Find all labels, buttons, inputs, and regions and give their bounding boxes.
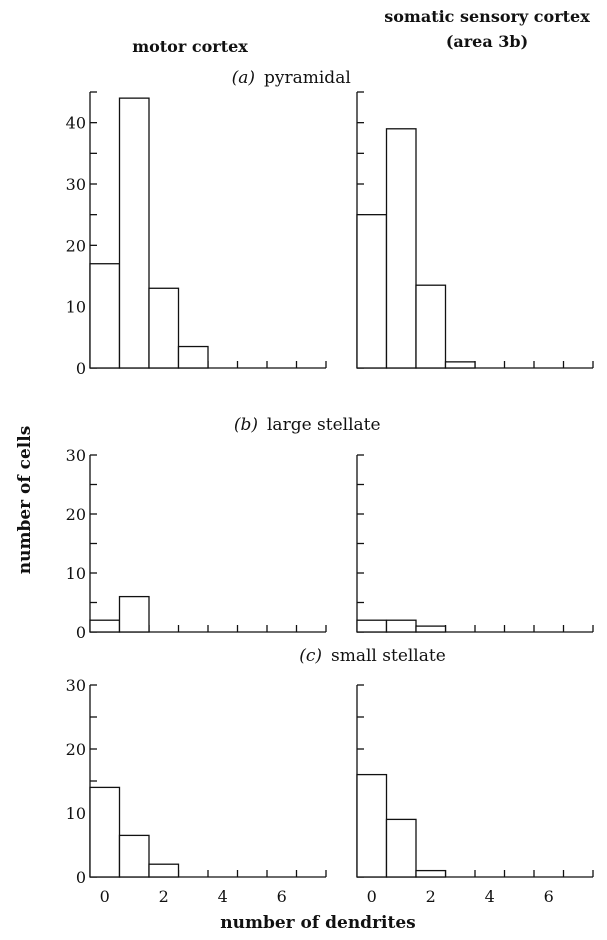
y-tick-label-pyramidal-motor-10: 10 [66,298,86,317]
y-tick-label-small-stellate-motor-10: 10 [66,804,86,823]
y-tick-label-small-stellate-motor-20: 20 [66,740,86,759]
x-tick-label-small-stellate-somatic-4: 4 [485,887,495,906]
bar-large-stellate-somatic-bin-2 [415,625,447,633]
bar-small-stellate-motor-bin-0 [89,786,121,878]
row-title-pyramidal: (a) pyramidal [232,68,351,88]
bar-large-stellate-somatic-bin-1 [385,619,417,633]
y-tick-label-large-stellate-motor-10: 10 [66,564,86,583]
panels: 0 10 20 30 40 0 10 20 30 0 10 20 30 0 2 4 6 0 2 4 6 [66,91,594,906]
bar-pyramidal-motor-bin-1 [118,97,150,369]
row-title-large-stellate: (b) large stellate [234,415,381,435]
y-tick-label-small-stellate-motor-30: 30 [66,676,86,695]
x-tick-label-small-stellate-motor-4: 4 [218,887,228,906]
y-axis-label: number of cells [15,426,35,575]
x-axis-label: number of dendrites [220,913,415,933]
x-tick-label-small-stellate-motor-2: 2 [159,887,169,906]
bar-pyramidal-somatic-bin-2 [415,284,447,369]
bar-large-stellate-motor-bin-0 [89,619,121,633]
y-tick-label-small-stellate-motor-0: 0 [76,868,86,887]
row-title-small-stellate: (c) small stellate [299,646,446,666]
bar-small-stellate-motor-bin-1 [118,834,150,878]
column-title-motor-cortex: motor cortex [132,37,248,56]
row-name-small-stellate: small stellate [331,646,446,666]
bar-small-stellate-somatic-bin-1 [385,818,417,878]
y-tick-label-pyramidal-motor-20: 20 [66,236,86,255]
bar-pyramidal-motor-bin-0 [89,263,121,369]
bar-small-stellate-somatic-bin-0 [356,773,388,878]
bar-large-stellate-somatic-bin-0 [356,619,388,633]
y-tick-label-pyramidal-motor-0: 0 [76,359,86,378]
bar-pyramidal-somatic-bin-3 [444,361,476,369]
bar-pyramidal-somatic-bin-0 [356,214,388,369]
bar-pyramidal-motor-bin-2 [148,287,180,369]
x-tick-label-small-stellate-somatic-2: 2 [426,887,436,906]
y-tick-label-pyramidal-motor-30: 30 [66,175,86,194]
bar-small-stellate-motor-bin-2 [148,863,180,878]
y-tick-label-large-stellate-motor-30: 30 [66,446,86,465]
x-tick-label-small-stellate-somatic-6: 6 [544,887,554,906]
y-tick-label-large-stellate-motor-0: 0 [76,623,86,642]
x-tick-label-small-stellate-somatic-0: 0 [367,887,377,906]
row-label-c: (c) [299,646,322,666]
y-tick-label-large-stellate-motor-20: 20 [66,505,86,524]
row-name-large-stellate: large stellate [267,415,381,435]
row-name-pyramidal: pyramidal [264,68,351,88]
y-tick-label-pyramidal-motor-40: 40 [66,114,86,133]
bar-pyramidal-motor-bin-3 [177,345,209,369]
column-title-somatic-sensory-cortex: somatic sensory cortex [384,7,590,26]
column-subtitle-area-3b: (area 3b) [446,32,528,51]
bar-pyramidal-somatic-bin-1 [385,128,417,369]
bar-large-stellate-motor-bin-1 [118,595,150,633]
x-tick-label-small-stellate-motor-6: 6 [277,887,287,906]
x-tick-label-small-stellate-motor-0: 0 [100,887,110,906]
row-label-a: (a) [232,68,255,88]
row-label-b: (b) [234,415,258,435]
bar-small-stellate-somatic-bin-2 [415,869,447,878]
